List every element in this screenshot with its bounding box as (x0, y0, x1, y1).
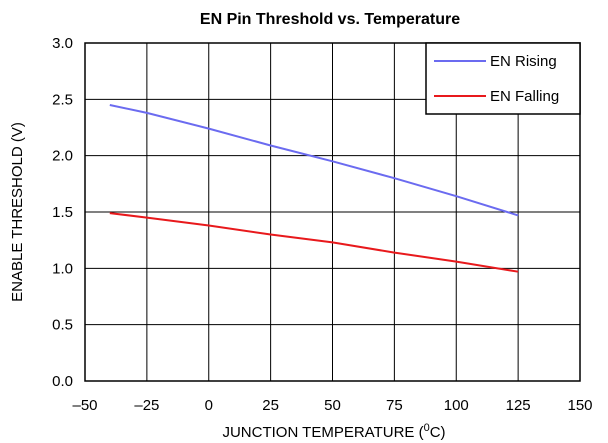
y-tick-label: 0.5 (52, 317, 73, 334)
legend-label-en-rising: EN Rising (490, 53, 557, 70)
x-tick-label: 125 (506, 397, 531, 414)
series-lines (109, 104, 519, 273)
legend-box (425, 42, 581, 115)
series-line-en-falling (109, 212, 519, 273)
grid (84, 42, 581, 382)
x-tick-label: 100 (444, 397, 469, 414)
chart-title: EN Pin Threshold vs. Temperature (200, 11, 460, 28)
series-line-en-rising (109, 104, 519, 217)
x-axis-label: JUNCTION TEMPERATURE (0C) (222, 422, 445, 441)
x-tick-label: 75 (386, 397, 403, 414)
y-tick-label: 3.0 (52, 35, 73, 52)
y-tick-label: 2.0 (52, 148, 73, 165)
x-tick-label: 50 (324, 397, 341, 414)
y-tick-labels: 0.0 0.5 1.0 1.5 2.0 2.5 3.0 (52, 35, 73, 390)
x-tick-label: –50 (72, 397, 97, 414)
x-tick-label: 0 (205, 397, 213, 414)
plot-frame (84, 42, 581, 382)
y-tick-label: 1.0 (52, 260, 73, 277)
x-axis-label-sup: 0 (424, 422, 430, 434)
legend-label-en-falling: EN Falling (490, 88, 559, 105)
y-tick-label: 1.5 (52, 204, 73, 221)
x-tick-label: –25 (134, 397, 159, 414)
x-tick-labels: –50 –25 0 25 50 75 100 125 150 (72, 397, 592, 414)
x-tick-label: 25 (262, 397, 279, 414)
y-axis-label: ENABLE THRESHOLD (V) (9, 122, 26, 302)
legend: EN Rising EN Falling (425, 42, 581, 115)
y-tick-label: 2.5 (52, 91, 73, 108)
x-tick-label: 150 (567, 397, 592, 414)
y-tick-label: 0.0 (52, 373, 73, 390)
